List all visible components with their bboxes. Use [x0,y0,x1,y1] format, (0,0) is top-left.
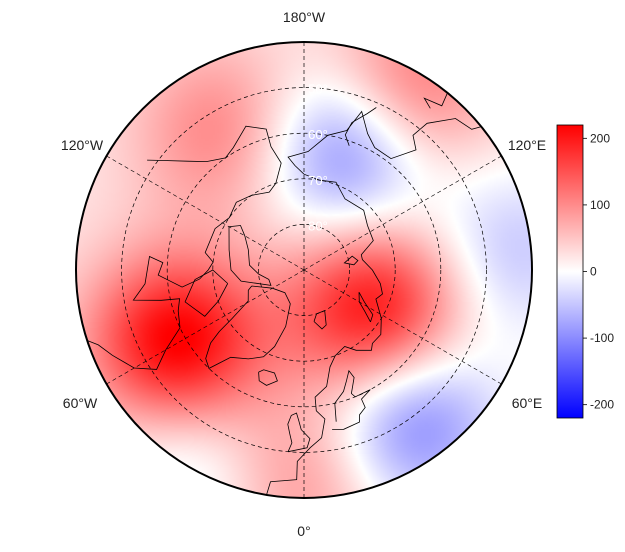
meridian-300 [106,269,305,385]
longitude-labels: 180°W 120°W 120°E 60°W 60°E 0° [61,9,546,539]
lat-circle-50 [121,87,487,453]
coast-north-america [87,162,282,370]
graticule [106,42,502,498]
colorbar-gradient [556,124,584,419]
lat-label-50: 50° [308,82,328,97]
latitude-labels: 50° 60° 70° 80° [308,82,328,234]
map-frame [75,41,533,499]
meridian-60 [303,269,502,385]
coast-severnaya [343,255,359,266]
coast-arctic-islands [228,225,272,286]
colorbar-ticks: 200 100 0 -100 -200 [583,131,614,412]
lon-label-120e: 120°E [508,137,546,153]
lat-label-70: 70° [308,173,328,188]
lon-label-0: 0° [297,523,310,539]
coast-kamchatka [344,107,377,146]
coast-novaya-zemlya [358,292,374,323]
coast-alaska-south [147,125,282,164]
coast-uk [287,412,311,453]
coast-eurasia [260,110,492,498]
lat-label-60: 60° [308,127,328,142]
map-disc [75,41,533,499]
lon-label-60w: 60°W [63,395,98,411]
colorbar-tick-label: -200 [590,398,614,412]
colorbar: 200 100 0 -100 -200 [556,124,614,419]
meridian-120 [303,155,502,271]
lon-label-60e: 60°E [512,395,543,411]
lon-label-180w: 180°W [283,9,326,25]
coast-greenland [205,285,291,369]
colorbar-tick-label: 100 [590,198,610,212]
colorbar-tick-label: 0 [590,265,597,279]
lon-label-120w: 120°W [61,137,104,153]
coast-iceland [258,369,278,386]
lat-label-80: 80° [308,218,328,233]
colorbar-tick-label: -100 [590,331,614,345]
colorbar-tick-label: 200 [590,131,610,145]
coast-svalbard [313,310,327,330]
meridian-240 [106,155,305,271]
